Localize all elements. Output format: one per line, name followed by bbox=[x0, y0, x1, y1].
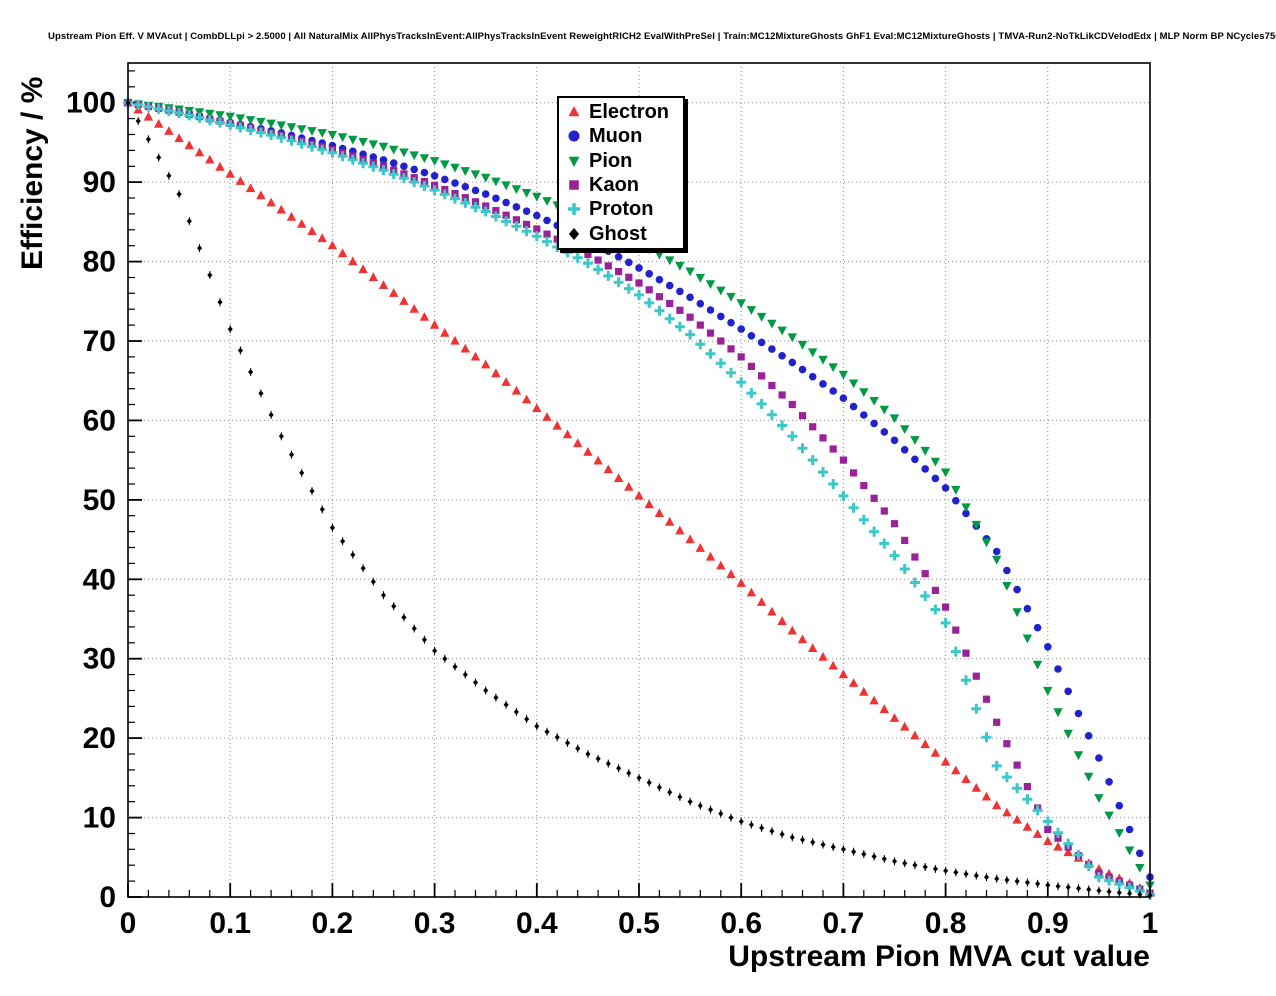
electron-marker-icon bbox=[559, 102, 589, 122]
legend-label: Kaon bbox=[589, 174, 639, 197]
x-tick-label: 0.8 bbox=[925, 907, 967, 940]
proton-marker-icon bbox=[559, 199, 589, 219]
legend-item-muon: Muon bbox=[559, 124, 683, 148]
y-tick-label: 0 bbox=[99, 881, 116, 914]
series-proton bbox=[123, 97, 1155, 900]
x-tick-label: 1 bbox=[1142, 907, 1159, 940]
y-tick-label: 50 bbox=[83, 484, 116, 517]
legend-label: Ghost bbox=[589, 222, 647, 245]
y-tick-label: 60 bbox=[83, 404, 116, 437]
y-tick-label: 30 bbox=[83, 643, 116, 676]
x-tick-label: 0.3 bbox=[414, 907, 456, 940]
x-tick-label: 0.5 bbox=[618, 907, 660, 940]
pion-marker-icon bbox=[559, 151, 589, 171]
legend-item-ghost: Ghost bbox=[559, 222, 683, 246]
legend: Electron Muon Pion Kaon Proton Ghost bbox=[557, 96, 685, 250]
legend-label: Muon bbox=[589, 125, 643, 148]
y-tick-label: 80 bbox=[83, 246, 116, 279]
x-tick-label: 0.9 bbox=[1027, 907, 1069, 940]
series-electron bbox=[123, 97, 1155, 897]
x-tick-label: 0.2 bbox=[312, 907, 354, 940]
ghost-marker-icon bbox=[559, 224, 589, 244]
x-axis-title: Upstream Pion MVA cut value bbox=[728, 940, 1150, 973]
legend-item-proton: Proton bbox=[559, 197, 683, 221]
y-tick-label: 20 bbox=[83, 722, 116, 755]
plot-frame bbox=[127, 62, 1151, 898]
series-ghost bbox=[125, 98, 1153, 900]
kaon-marker-icon bbox=[559, 175, 589, 195]
legend-label: Pion bbox=[589, 149, 633, 172]
y-tick-label: 70 bbox=[83, 325, 116, 358]
legend-item-kaon: Kaon bbox=[559, 173, 683, 197]
plot-title: Upstream Pion Eff. V MVAcut | CombDLLpi … bbox=[48, 31, 1276, 42]
y-tick-label: 10 bbox=[83, 802, 116, 835]
x-tick-label: 0.7 bbox=[823, 907, 865, 940]
legend-label: Electron bbox=[589, 101, 670, 124]
legend-label: Proton bbox=[589, 198, 654, 221]
legend-item-electron: Electron bbox=[559, 100, 683, 124]
x-tick-label: 0.1 bbox=[209, 907, 251, 940]
x-tick-label: 0 bbox=[120, 907, 137, 940]
muon-marker-icon bbox=[559, 126, 589, 146]
legend-item-pion: Pion bbox=[559, 149, 683, 173]
series-pion bbox=[123, 99, 1155, 891]
x-tick-label: 0.4 bbox=[516, 907, 558, 940]
y-tick-label: 100 bbox=[66, 87, 116, 120]
y-tick-label: 90 bbox=[83, 166, 116, 199]
y-tick-label: 40 bbox=[83, 563, 116, 596]
x-tick-label: 0.6 bbox=[720, 907, 762, 940]
